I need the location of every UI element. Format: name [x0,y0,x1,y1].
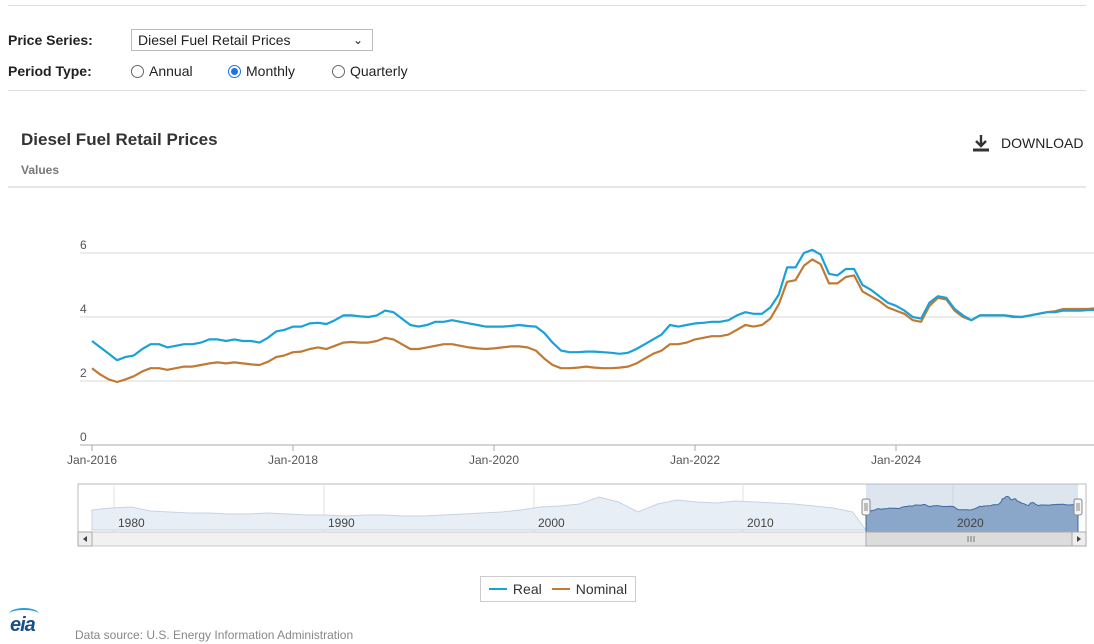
price-series-label: Price Series: [8,32,93,48]
navigator-tick-label: 2010 [747,516,774,530]
navigator-tick-label: 1980 [118,516,145,530]
y-tick-labels: 0 2 4 6 [80,238,87,444]
chart-title: Diesel Fuel Retail Prices [21,130,218,149]
x-tick-label: Jan-2018 [268,453,318,467]
navigator-handle [861,498,871,516]
navigator-scrollbar-thumb [865,531,1079,547]
price-series-select[interactable]: Diesel Fuel Retail Prices ⌄ [131,29,373,51]
chart-grid [8,186,1094,446]
period-type-label: Period Type: [8,63,92,79]
period-radio-quarterly[interactable]: Quarterly [332,63,408,79]
legend-item-real[interactable]: Real [488,581,542,597]
period-option-label: Quarterly [350,63,408,79]
radio-checked-icon [228,64,241,78]
legend-label-real: Real [512,581,542,597]
download-button[interactable]: DOWNLOAD [972,134,1083,152]
scroll-grip-icon [967,536,975,542]
x-tick-label: Jan-2022 [670,453,720,467]
series-line-real [91,248,1094,362]
navigator-tick-label: 2000 [538,516,565,530]
x-tick-label: Jan-2020 [469,453,519,467]
price-series-value: Diesel Fuel Retail Prices [138,32,291,48]
chart-legend: Real Nominal [480,576,636,602]
x-tick-label: Jan-2024 [871,453,921,467]
data-source-note: Data source: U.S. Energy Information Adm… [75,628,354,642]
navigator-tick-label: 1990 [328,516,355,530]
range-navigator[interactable]: 1980 1990 2000 2010 2020 [77,483,1087,547]
download-icon [973,135,989,152]
arrow-left-icon [83,536,87,542]
download-label: DOWNLOAD [1001,135,1084,151]
chevron-down-icon: ⌄ [352,33,363,47]
legend-label-nominal: Nominal [575,581,628,597]
controls-divider [8,90,1086,91]
y-tick-label: 6 [80,238,87,252]
arrow-right-icon [1077,536,1081,542]
eia-logo: eia [10,614,36,636]
y-tick-label: 0 [80,430,87,444]
legend-item-nominal[interactable]: Nominal [551,581,628,597]
series-lines [91,248,1094,384]
navigator-selected-area [865,495,1079,533]
y-axis-label: Values [21,163,60,177]
radio-unchecked-icon [131,64,144,78]
y-tick-label: 2 [80,366,87,380]
x-tick-label: Jan-2016 [67,453,117,467]
period-radio-annual[interactable]: Annual [131,63,193,79]
period-option-label: Annual [149,63,193,79]
top-divider [8,5,1086,6]
legend-swatch-real [488,588,507,590]
navigator-handle [1073,498,1083,516]
navigator-history-area [91,496,867,531]
period-radio-monthly[interactable]: Monthly [228,63,295,79]
x-tick-labels: Jan-2016 Jan-2018 Jan-2020 Jan-2022 Jan-2024 [67,445,921,467]
series-line-nominal [91,258,1094,384]
period-option-label: Monthly [246,63,296,79]
radio-unchecked-icon [332,64,345,78]
eia-logo-arc [9,608,39,620]
navigator-tick-label: 2020 [957,516,984,530]
y-tick-label: 4 [80,302,87,316]
legend-swatch-nominal [551,588,570,590]
